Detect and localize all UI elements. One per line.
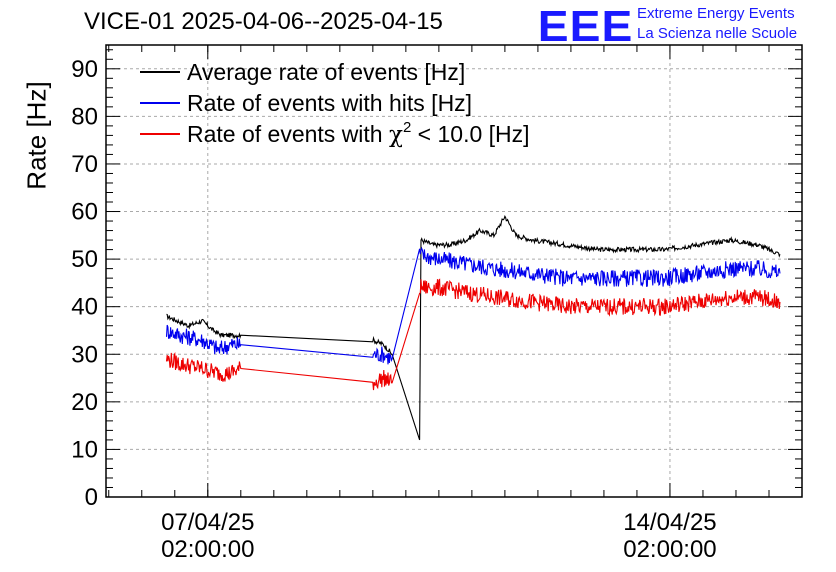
- eee-logo-text: Extreme Energy Events La Scienza nelle S…: [637, 4, 797, 44]
- legend-label: Rate of events with χ2 < 10.0 [Hz]: [187, 119, 530, 148]
- y-tick-label: 50: [71, 246, 98, 273]
- y-tick-label: 40: [71, 294, 98, 321]
- x-tick-label-time: 02:00:00: [623, 536, 716, 563]
- logo-line-2: La Scienza nelle Scuole: [637, 25, 798, 42]
- logo-line-1: Extreme Energy Events: [637, 5, 795, 22]
- x-tick-label-time: 02:00:00: [161, 536, 254, 563]
- y-tick-label: 20: [71, 389, 98, 416]
- legend-label: Rate of events with hits [Hz]: [187, 90, 472, 116]
- plot-frame: [105, 44, 803, 498]
- series-line: [166, 215, 781, 441]
- series-line: [165, 246, 781, 365]
- y-tick-label: 10: [71, 436, 98, 463]
- series-line: [165, 278, 781, 391]
- y-tick-label: 30: [71, 341, 98, 368]
- y-tick-label: 70: [71, 151, 98, 178]
- y-tick-label: 90: [71, 56, 98, 83]
- eee-logo: EEE: [537, 2, 634, 51]
- y-tick-label: 60: [71, 199, 98, 226]
- y-tick-label: 0: [85, 484, 98, 511]
- y-tick-label: 80: [71, 103, 98, 130]
- chart-title: VICE-01 2025-04-06--2025-04-15: [84, 8, 443, 35]
- legend-label: Average rate of events [Hz]: [187, 59, 465, 85]
- x-tick-label-date: 14/04/25: [623, 509, 716, 536]
- x-tick-label-date: 07/04/25: [161, 509, 254, 536]
